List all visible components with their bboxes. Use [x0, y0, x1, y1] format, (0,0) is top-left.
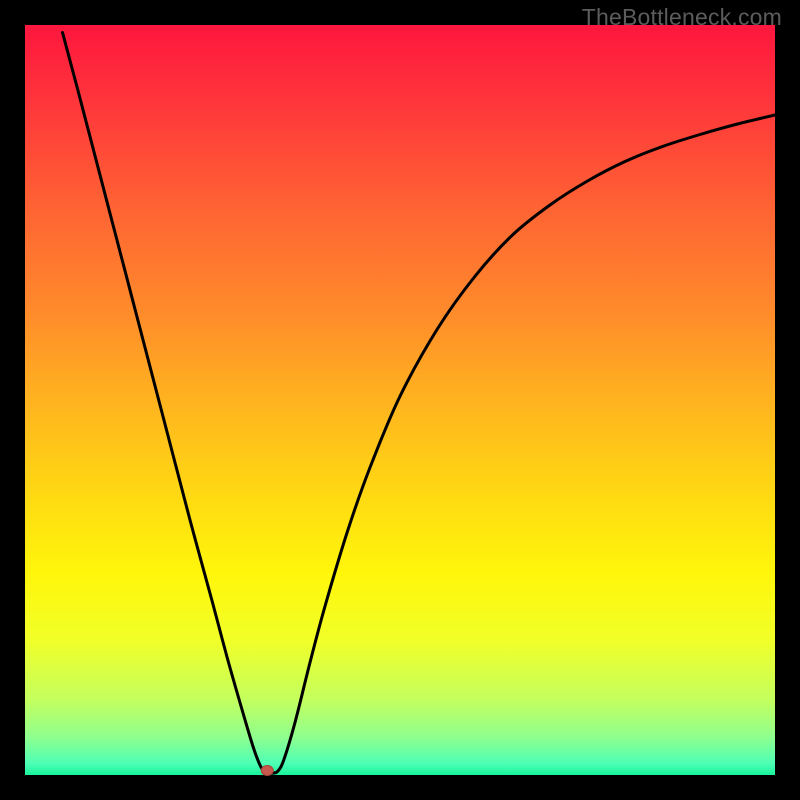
optimal-point-marker: [261, 766, 273, 776]
watermark-text: TheBottleneck.com: [582, 4, 782, 31]
chart-stage: TheBottleneck.com: [0, 0, 800, 800]
chart-svg: [0, 0, 800, 800]
plot-background: [25, 25, 775, 775]
